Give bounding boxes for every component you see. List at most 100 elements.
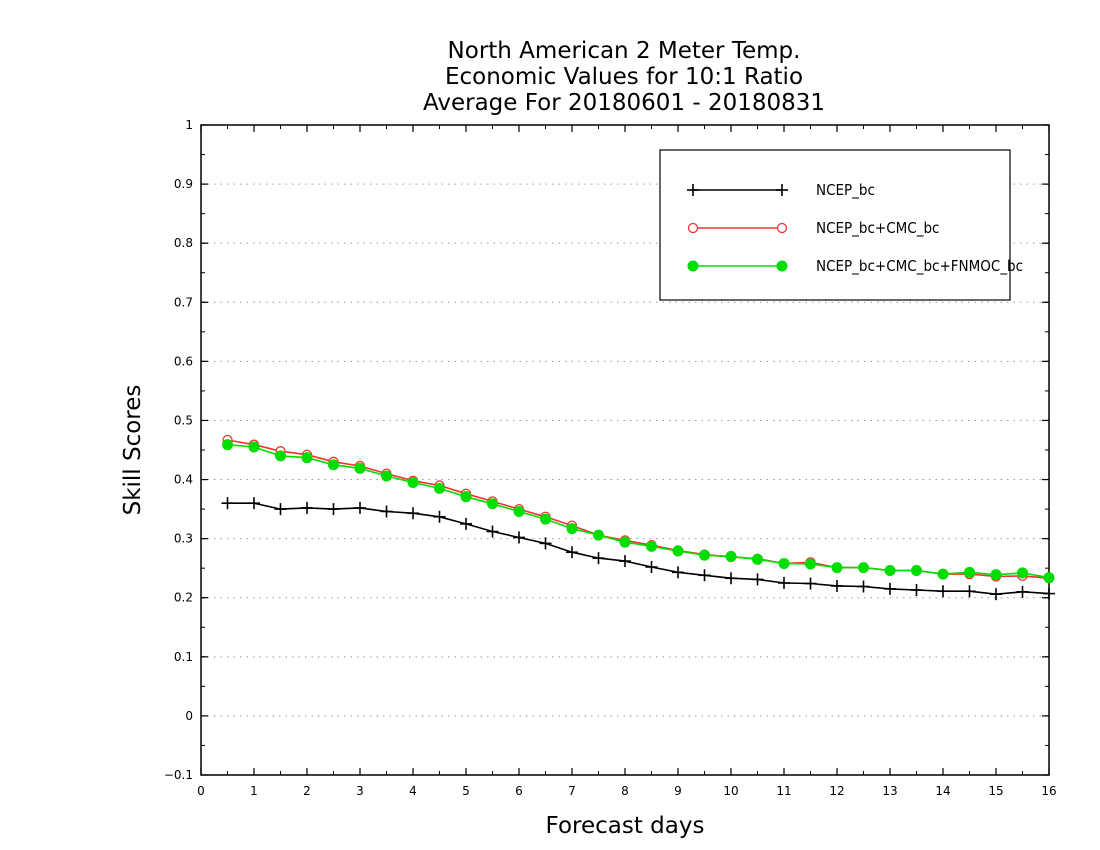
y-axis: −0.1 0 0.1 0.2 0.3 0.4 0.5 0.6 0.7 0.8 0.9 1 bbox=[164, 118, 1049, 782]
chart-title-line: Economic Values for 10:1 Ratio bbox=[445, 64, 803, 90]
data-point bbox=[540, 513, 551, 525]
data-point bbox=[804, 577, 817, 590]
data-point bbox=[354, 462, 366, 474]
chart-title-line: North American 2 Meter Temp. bbox=[448, 38, 801, 64]
data-point bbox=[752, 553, 763, 565]
data-point bbox=[725, 572, 737, 585]
data-point bbox=[222, 439, 233, 451]
data-point bbox=[433, 510, 446, 523]
data-point bbox=[884, 582, 896, 595]
data-point bbox=[672, 545, 684, 557]
x-tick-label: 16 bbox=[1041, 784, 1056, 798]
legend-marker bbox=[776, 260, 788, 272]
data-point bbox=[858, 562, 869, 574]
data-point bbox=[963, 585, 976, 598]
x-axis-label: Forecast days bbox=[546, 813, 705, 839]
data-point bbox=[1017, 567, 1028, 579]
y-tick-label: 0.6 bbox=[174, 354, 193, 368]
data-point bbox=[990, 569, 1002, 581]
data-point bbox=[646, 540, 657, 552]
legend-marker bbox=[687, 184, 699, 196]
data-point bbox=[699, 549, 710, 561]
series-3 bbox=[222, 439, 1055, 584]
data-point bbox=[301, 452, 313, 464]
data-point bbox=[619, 555, 631, 568]
data-point bbox=[990, 588, 1002, 601]
data-point bbox=[221, 497, 234, 510]
data-point bbox=[327, 503, 340, 516]
x-tick-label: 6 bbox=[515, 784, 523, 798]
data-point bbox=[275, 450, 286, 462]
x-tick-label: 2 bbox=[303, 784, 311, 798]
data-point bbox=[1043, 587, 1055, 600]
x-tick-label: 7 bbox=[568, 784, 576, 798]
data-point bbox=[539, 537, 552, 550]
legend-item: NCEP_bc bbox=[687, 181, 875, 200]
data-point bbox=[592, 552, 605, 565]
data-point bbox=[248, 441, 260, 453]
x-tick-label: 8 bbox=[621, 784, 629, 798]
legend-marker bbox=[776, 184, 788, 196]
series-line bbox=[227, 502, 1050, 596]
x-tick-label: 15 bbox=[988, 784, 1003, 798]
data-point bbox=[407, 477, 419, 488]
data-point bbox=[805, 558, 816, 570]
y-tick-label: 0 bbox=[185, 709, 193, 723]
y-tick-label: 0.5 bbox=[174, 413, 193, 427]
data-point bbox=[486, 525, 499, 538]
legend-label: NCEP_bc+CMC_bc+FNMOC_bc bbox=[816, 257, 1023, 276]
data-point bbox=[778, 557, 790, 569]
data-point bbox=[884, 565, 896, 577]
series-1 bbox=[221, 497, 1055, 601]
data-point bbox=[778, 576, 790, 589]
data-point bbox=[831, 579, 843, 592]
chart-title: North American 2 Meter Temp.Economic Val… bbox=[423, 38, 825, 116]
data-point bbox=[434, 482, 445, 494]
data-point bbox=[380, 505, 393, 518]
legend: NCEP_bc NCEP_bc+CMC_bc NCEP_bc+CMC_bc+FNMO… bbox=[659, 149, 1023, 301]
data-point bbox=[698, 569, 711, 582]
data-point bbox=[857, 580, 870, 593]
legend-marker bbox=[687, 222, 699, 234]
x-tick-label: 1 bbox=[250, 784, 258, 798]
x-tick-label: 14 bbox=[935, 784, 950, 798]
data-point bbox=[513, 531, 525, 544]
x-tick-label: 9 bbox=[674, 784, 682, 798]
legend-label: NCEP_bc+CMC_bc bbox=[816, 219, 939, 238]
legend-item: NCEP_bc+CMC_bc+FNMOC_bc bbox=[687, 257, 1023, 276]
data-point bbox=[487, 498, 498, 510]
x-tick-label: 12 bbox=[829, 784, 844, 798]
x-tick-label: 4 bbox=[409, 784, 417, 798]
data-point bbox=[619, 536, 631, 548]
legend-marker bbox=[776, 222, 788, 234]
data-point bbox=[910, 584, 923, 597]
data-point bbox=[937, 585, 949, 598]
x-tick-label: 11 bbox=[776, 784, 791, 798]
x-axis: 0 1 2 3 4 5 6 7 8 9 10 11 12 13 14 15 16 bbox=[197, 125, 1057, 798]
data-point bbox=[513, 505, 525, 517]
y-axis-label: Skill Scores bbox=[120, 385, 146, 516]
x-tick-label: 5 bbox=[462, 784, 470, 798]
data-point bbox=[328, 459, 339, 471]
data-point bbox=[248, 497, 260, 510]
legend-item: NCEP_bc+CMC_bc bbox=[687, 219, 939, 238]
data-point bbox=[751, 573, 764, 586]
x-tick-label: 3 bbox=[356, 784, 364, 798]
data-point bbox=[672, 566, 684, 579]
data-point bbox=[460, 517, 472, 530]
data-point bbox=[937, 568, 949, 580]
data-point bbox=[566, 523, 578, 535]
data-point bbox=[964, 566, 975, 578]
y-tick-label: −0.1 bbox=[164, 768, 193, 782]
data-point bbox=[354, 501, 366, 514]
data-point bbox=[831, 562, 843, 574]
y-tick-label: 0.4 bbox=[174, 473, 193, 487]
data-point bbox=[593, 529, 604, 541]
legend-box bbox=[659, 149, 1011, 301]
data-point bbox=[911, 565, 922, 577]
data-point bbox=[381, 470, 392, 482]
x-tick-label: 0 bbox=[197, 784, 205, 798]
y-tick-label: 0.2 bbox=[174, 591, 193, 605]
data-point bbox=[725, 550, 737, 562]
